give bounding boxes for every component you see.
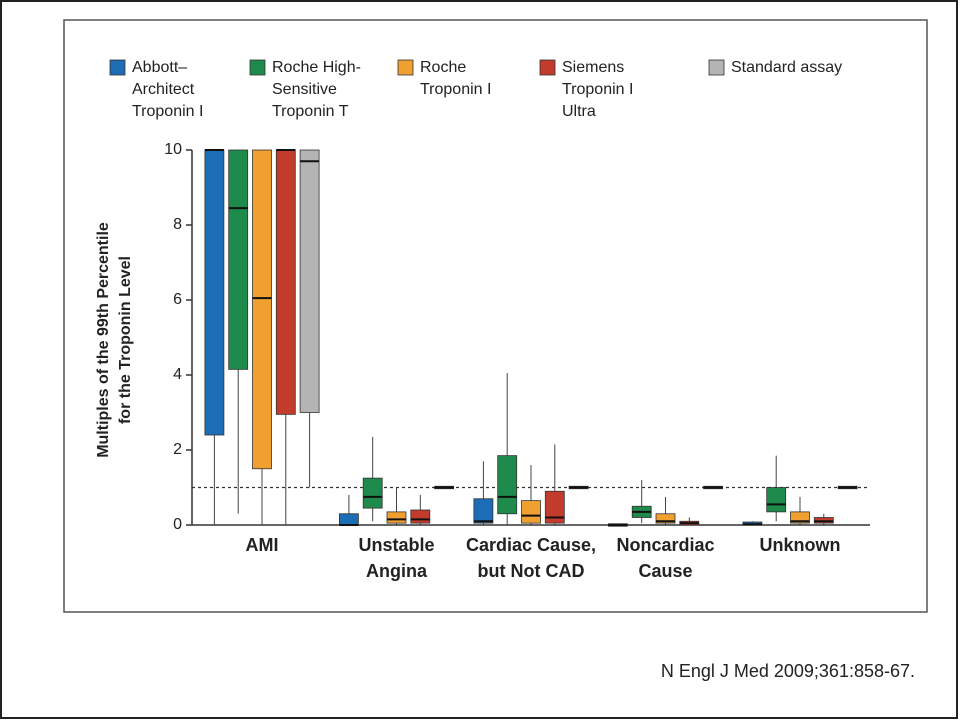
legend-label: Sensitive	[272, 81, 337, 98]
box	[410, 509, 431, 524]
box	[252, 149, 272, 470]
box	[299, 149, 320, 413]
box	[766, 487, 787, 513]
box	[521, 500, 541, 524]
legend-label: Troponin I	[420, 81, 491, 98]
box	[497, 455, 518, 515]
box	[655, 513, 676, 524]
box	[386, 511, 407, 524]
x-tick-label: but Not CAD	[478, 561, 585, 581]
y-tick-label: 2	[173, 441, 182, 458]
legend-label: Roche High-	[272, 59, 361, 76]
y-axis-label: for the Troponin Level	[117, 256, 134, 424]
x-tick-label: Angina	[366, 561, 428, 581]
box	[275, 149, 296, 415]
y-tick-label: 10	[164, 141, 182, 158]
y-tick-label: 8	[173, 216, 182, 233]
box	[544, 490, 565, 524]
box	[338, 513, 359, 526]
legend-swatch	[397, 59, 414, 76]
legend-label: Siemens	[562, 59, 624, 76]
legend-label: Troponin I	[132, 103, 203, 120]
x-tick-label: Cause	[638, 561, 692, 581]
citation: N Engl J Med 2009;361:858-67.	[661, 661, 915, 681]
legend-swatch	[249, 59, 266, 76]
box	[790, 511, 810, 524]
legend-label: Roche	[420, 59, 466, 76]
y-tick-label: 6	[173, 291, 182, 308]
x-tick-label: Unknown	[760, 535, 841, 555]
legend-label: Ultra	[562, 103, 596, 120]
legend-label: Architect	[132, 81, 195, 98]
box	[228, 149, 249, 370]
x-tick-label: AMI	[246, 535, 279, 555]
legend-label: Abbott–	[132, 59, 187, 76]
y-tick-label: 0	[173, 516, 182, 533]
box	[204, 149, 225, 436]
legend-label: Troponin T	[272, 103, 349, 120]
legend-swatch	[539, 59, 556, 76]
legend-swatch	[109, 59, 126, 76]
legend-label: Standard assay	[731, 59, 842, 76]
chart-frame	[63, 19, 928, 613]
x-tick-label: Cardiac Cause,	[466, 535, 596, 555]
box	[473, 498, 494, 524]
box	[362, 477, 383, 509]
y-tick-label: 4	[173, 366, 182, 383]
y-axis-label: Multiples of the 99th Percentile	[95, 222, 112, 458]
legend-swatch	[708, 59, 725, 76]
x-tick-label: Unstable	[358, 535, 434, 555]
legend-label: Troponin I	[562, 81, 633, 98]
x-tick-label: Noncardiac	[616, 535, 714, 555]
